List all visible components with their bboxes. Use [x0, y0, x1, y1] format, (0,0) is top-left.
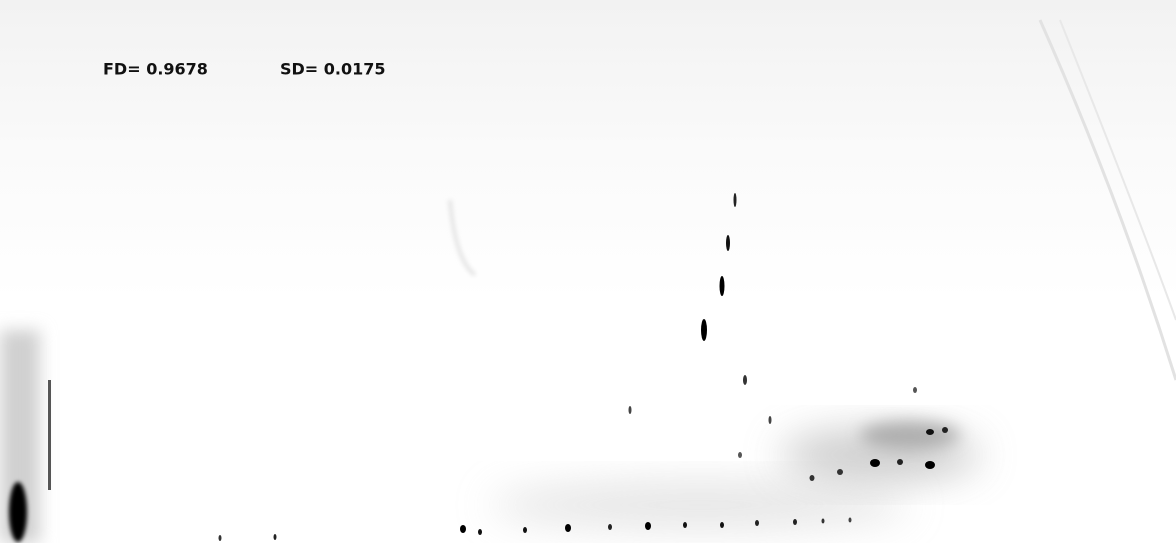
diffuse-band	[860, 421, 960, 449]
peak	[565, 524, 571, 532]
peak	[897, 459, 903, 465]
peak	[720, 522, 724, 528]
peak	[743, 375, 747, 385]
peak	[942, 427, 948, 433]
peak	[629, 406, 632, 414]
peak	[925, 461, 935, 469]
peak	[926, 429, 934, 435]
peak	[523, 527, 527, 533]
peak	[683, 522, 687, 528]
fd-label: FD= 0.9678	[103, 60, 208, 79]
peak	[720, 276, 725, 296]
peak	[460, 525, 466, 533]
peak	[738, 452, 742, 458]
peak	[478, 529, 482, 535]
peak	[849, 518, 852, 523]
solvent-peak	[9, 482, 27, 542]
peak	[837, 469, 843, 475]
peak	[793, 519, 797, 525]
peak	[734, 193, 737, 207]
peak	[608, 524, 612, 530]
peak	[219, 535, 222, 541]
peak	[755, 520, 759, 526]
peak	[913, 387, 917, 393]
peak	[726, 235, 730, 251]
chromatogram: FD= 0.9678 SD= 0.0175	[0, 0, 1176, 543]
peak	[769, 416, 772, 424]
peak	[810, 475, 815, 481]
peak	[870, 459, 880, 467]
peak	[822, 519, 825, 524]
diffuse-band	[490, 483, 910, 527]
peak	[645, 522, 651, 530]
sd-label: SD= 0.0175	[280, 60, 386, 79]
page: {"labels": {"fd": "FD= 0.9678", "sd": "S…	[0, 0, 1176, 543]
peak	[701, 319, 707, 341]
streak	[48, 380, 51, 490]
peak	[274, 534, 277, 540]
background-haze	[0, 0, 1176, 300]
